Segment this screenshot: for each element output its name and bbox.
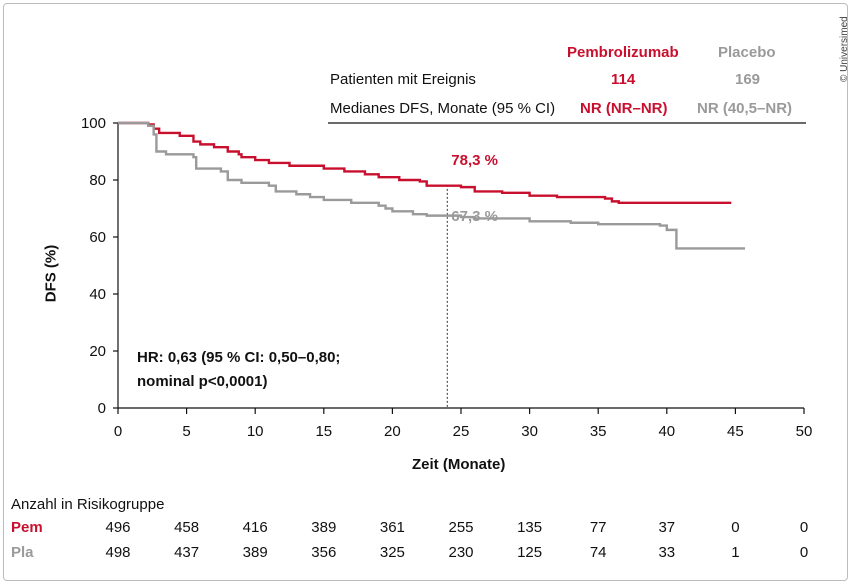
header-pla: Placebo — [718, 44, 776, 61]
risk-cell: 0 — [799, 519, 809, 536]
x-tick-label: 45 — [727, 423, 744, 440]
risk-cell: 77 — [589, 519, 607, 536]
row-events-label: Patienten mit Ereignis — [330, 71, 476, 88]
risk-cell: 361 — [379, 519, 405, 536]
risk-cell: 230 — [448, 544, 474, 561]
annotations: 78,3 % 67,3 % — [451, 152, 498, 225]
row-median-pem: NR (NR–NR) — [580, 100, 668, 117]
y-tick-label: 80 — [89, 172, 106, 189]
pla-curve — [118, 121, 746, 250]
risk-cell: 1 — [731, 544, 740, 561]
survival-curves — [118, 121, 746, 250]
hr-line-2: nominal p<0,0001) — [137, 373, 268, 390]
y-tick-label: 40 — [89, 286, 106, 303]
x-tick-label: 5 — [182, 423, 190, 440]
y-tick-label: 60 — [89, 229, 106, 246]
risk-cell: 74 — [589, 544, 607, 561]
risk-cell: 496 — [105, 519, 131, 536]
risk-cell: 135 — [517, 519, 543, 536]
hazard-ratio-box: HR: 0,63 (95 % CI: 0,50–0,80; nominal p<… — [137, 346, 340, 394]
x-tick-label: 30 — [521, 423, 538, 440]
risk-cell: 325 — [379, 544, 405, 561]
risk-cell: 255 — [448, 519, 474, 536]
risk-row-label-pla: Pla — [11, 544, 34, 561]
row-events-pem: 114 — [611, 71, 636, 88]
x-tick-label: 15 — [315, 423, 332, 440]
row-median-pla: NR (40,5–NR) — [697, 100, 793, 117]
risk-cell: 125 — [517, 544, 543, 561]
risk-cell: 437 — [174, 544, 200, 561]
row-median-label: Medianes DFS, Monate (95 % CI) — [330, 100, 556, 117]
risk-row-label-pem: Pem — [11, 519, 43, 536]
figure-frame — [3, 3, 848, 581]
x-axis-title: Zeit (Monate) — [412, 456, 506, 473]
risk-cell: 389 — [311, 519, 337, 536]
x-tick-label: 0 — [114, 423, 122, 440]
risk-cell: 37 — [658, 519, 676, 536]
risk-cell: 0 — [731, 519, 740, 536]
risk-cell: 389 — [242, 544, 268, 561]
x-tick-label: 10 — [247, 423, 264, 440]
header-pem: Pembrolizumab — [567, 44, 679, 61]
risk-cell: 458 — [174, 519, 200, 536]
x-tick-label: 20 — [384, 423, 401, 440]
hr-line-1: HR: 0,63 (95 % CI: 0,50–0,80; — [137, 349, 341, 366]
x-tick-label: 25 — [453, 423, 470, 440]
y-tick-label: 100 — [81, 115, 106, 132]
risk-cell: 356 — [311, 544, 337, 561]
x-tick-label: 40 — [658, 423, 675, 440]
risk-cell: 0 — [799, 544, 809, 561]
x-tick-label: 35 — [590, 423, 607, 440]
y-tick-label: 20 — [89, 343, 106, 360]
risk-table-title: Anzahl in Risikogruppe — [11, 496, 165, 513]
y-axis-title: DFS (%) — [42, 244, 60, 303]
x-tick-label: 50 — [796, 423, 813, 440]
y-tick-label: 0 — [98, 400, 106, 417]
row-events-pla: 169 — [735, 71, 761, 88]
axes: 0 20 40 60 80 100 0 5 10 15 20 25 30 35 40 45 50 — [81, 115, 812, 440]
risk-cell: 498 — [105, 544, 131, 561]
risk-cell: 416 — [242, 519, 268, 536]
risk-cell: 33 — [658, 544, 676, 561]
pem-24m-label: 78,3 % — [451, 152, 498, 169]
pem-curve — [118, 121, 732, 204]
pla-24m-label: 67,3 % — [451, 208, 498, 225]
